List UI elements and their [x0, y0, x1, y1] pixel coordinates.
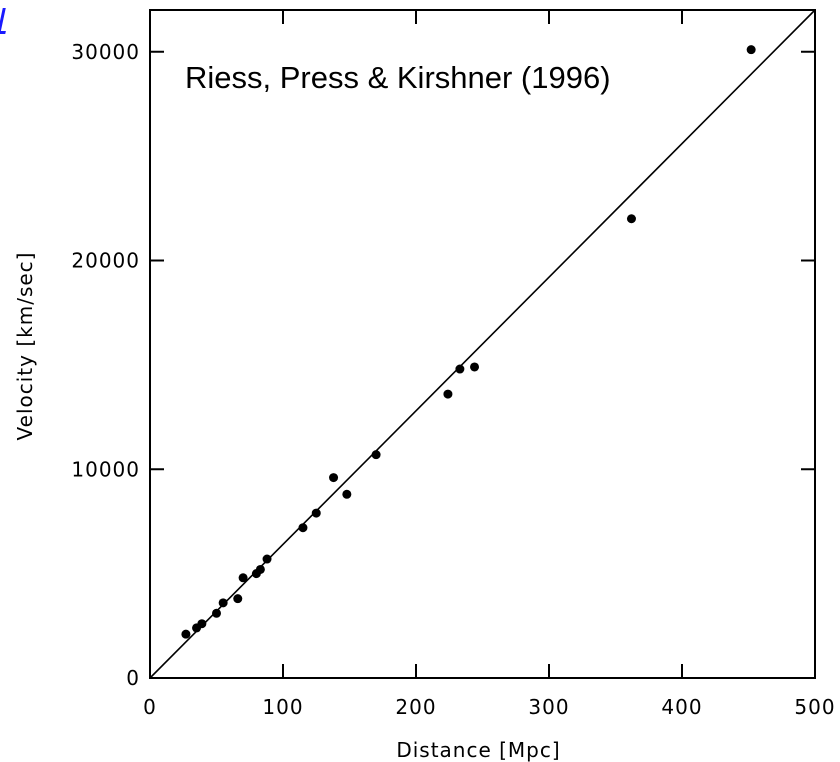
labels-layer: 0 100 200 300 400 500 0 10000 20000 30000 [71, 40, 835, 719]
data-point [329, 473, 339, 483]
data-point [311, 508, 321, 518]
data-points-layer [181, 45, 756, 639]
data-point [746, 45, 756, 55]
x-tick-label: 200 [395, 695, 436, 719]
data-point [298, 523, 308, 533]
data-point [443, 389, 453, 399]
chart-annotation: Riess, Press & Kirshner (1996) [185, 60, 611, 95]
data-point [233, 594, 243, 604]
data-point [255, 564, 265, 574]
y-tick-label: 10000 [71, 457, 140, 481]
x-tick-label: 400 [661, 695, 702, 719]
x-tick-label: 500 [794, 695, 835, 719]
y-tick-label: 20000 [71, 249, 140, 273]
x-tick-label: 100 [262, 695, 303, 719]
x-tick-label: 0 [143, 695, 157, 719]
data-point [181, 629, 191, 639]
data-point [238, 573, 248, 583]
data-point [371, 450, 381, 460]
data-point [197, 619, 207, 629]
x-axis-title: Distance [Mpc] [396, 738, 560, 762]
data-point [470, 362, 480, 372]
data-point [342, 489, 352, 499]
x-tick-label: 300 [528, 695, 569, 719]
data-point [262, 554, 272, 564]
data-point [212, 608, 221, 618]
fit-line [149, 9, 816, 679]
y-tick-label: 30000 [71, 40, 140, 64]
y-tick-label: 0 [126, 666, 140, 690]
plot-frame [149, 9, 816, 679]
data-point [626, 214, 636, 224]
fit-line-layer [149, 9, 816, 679]
y-axis-title: Velocity [km/sec] [13, 252, 37, 441]
data-point [455, 364, 465, 374]
data-point [218, 598, 228, 608]
